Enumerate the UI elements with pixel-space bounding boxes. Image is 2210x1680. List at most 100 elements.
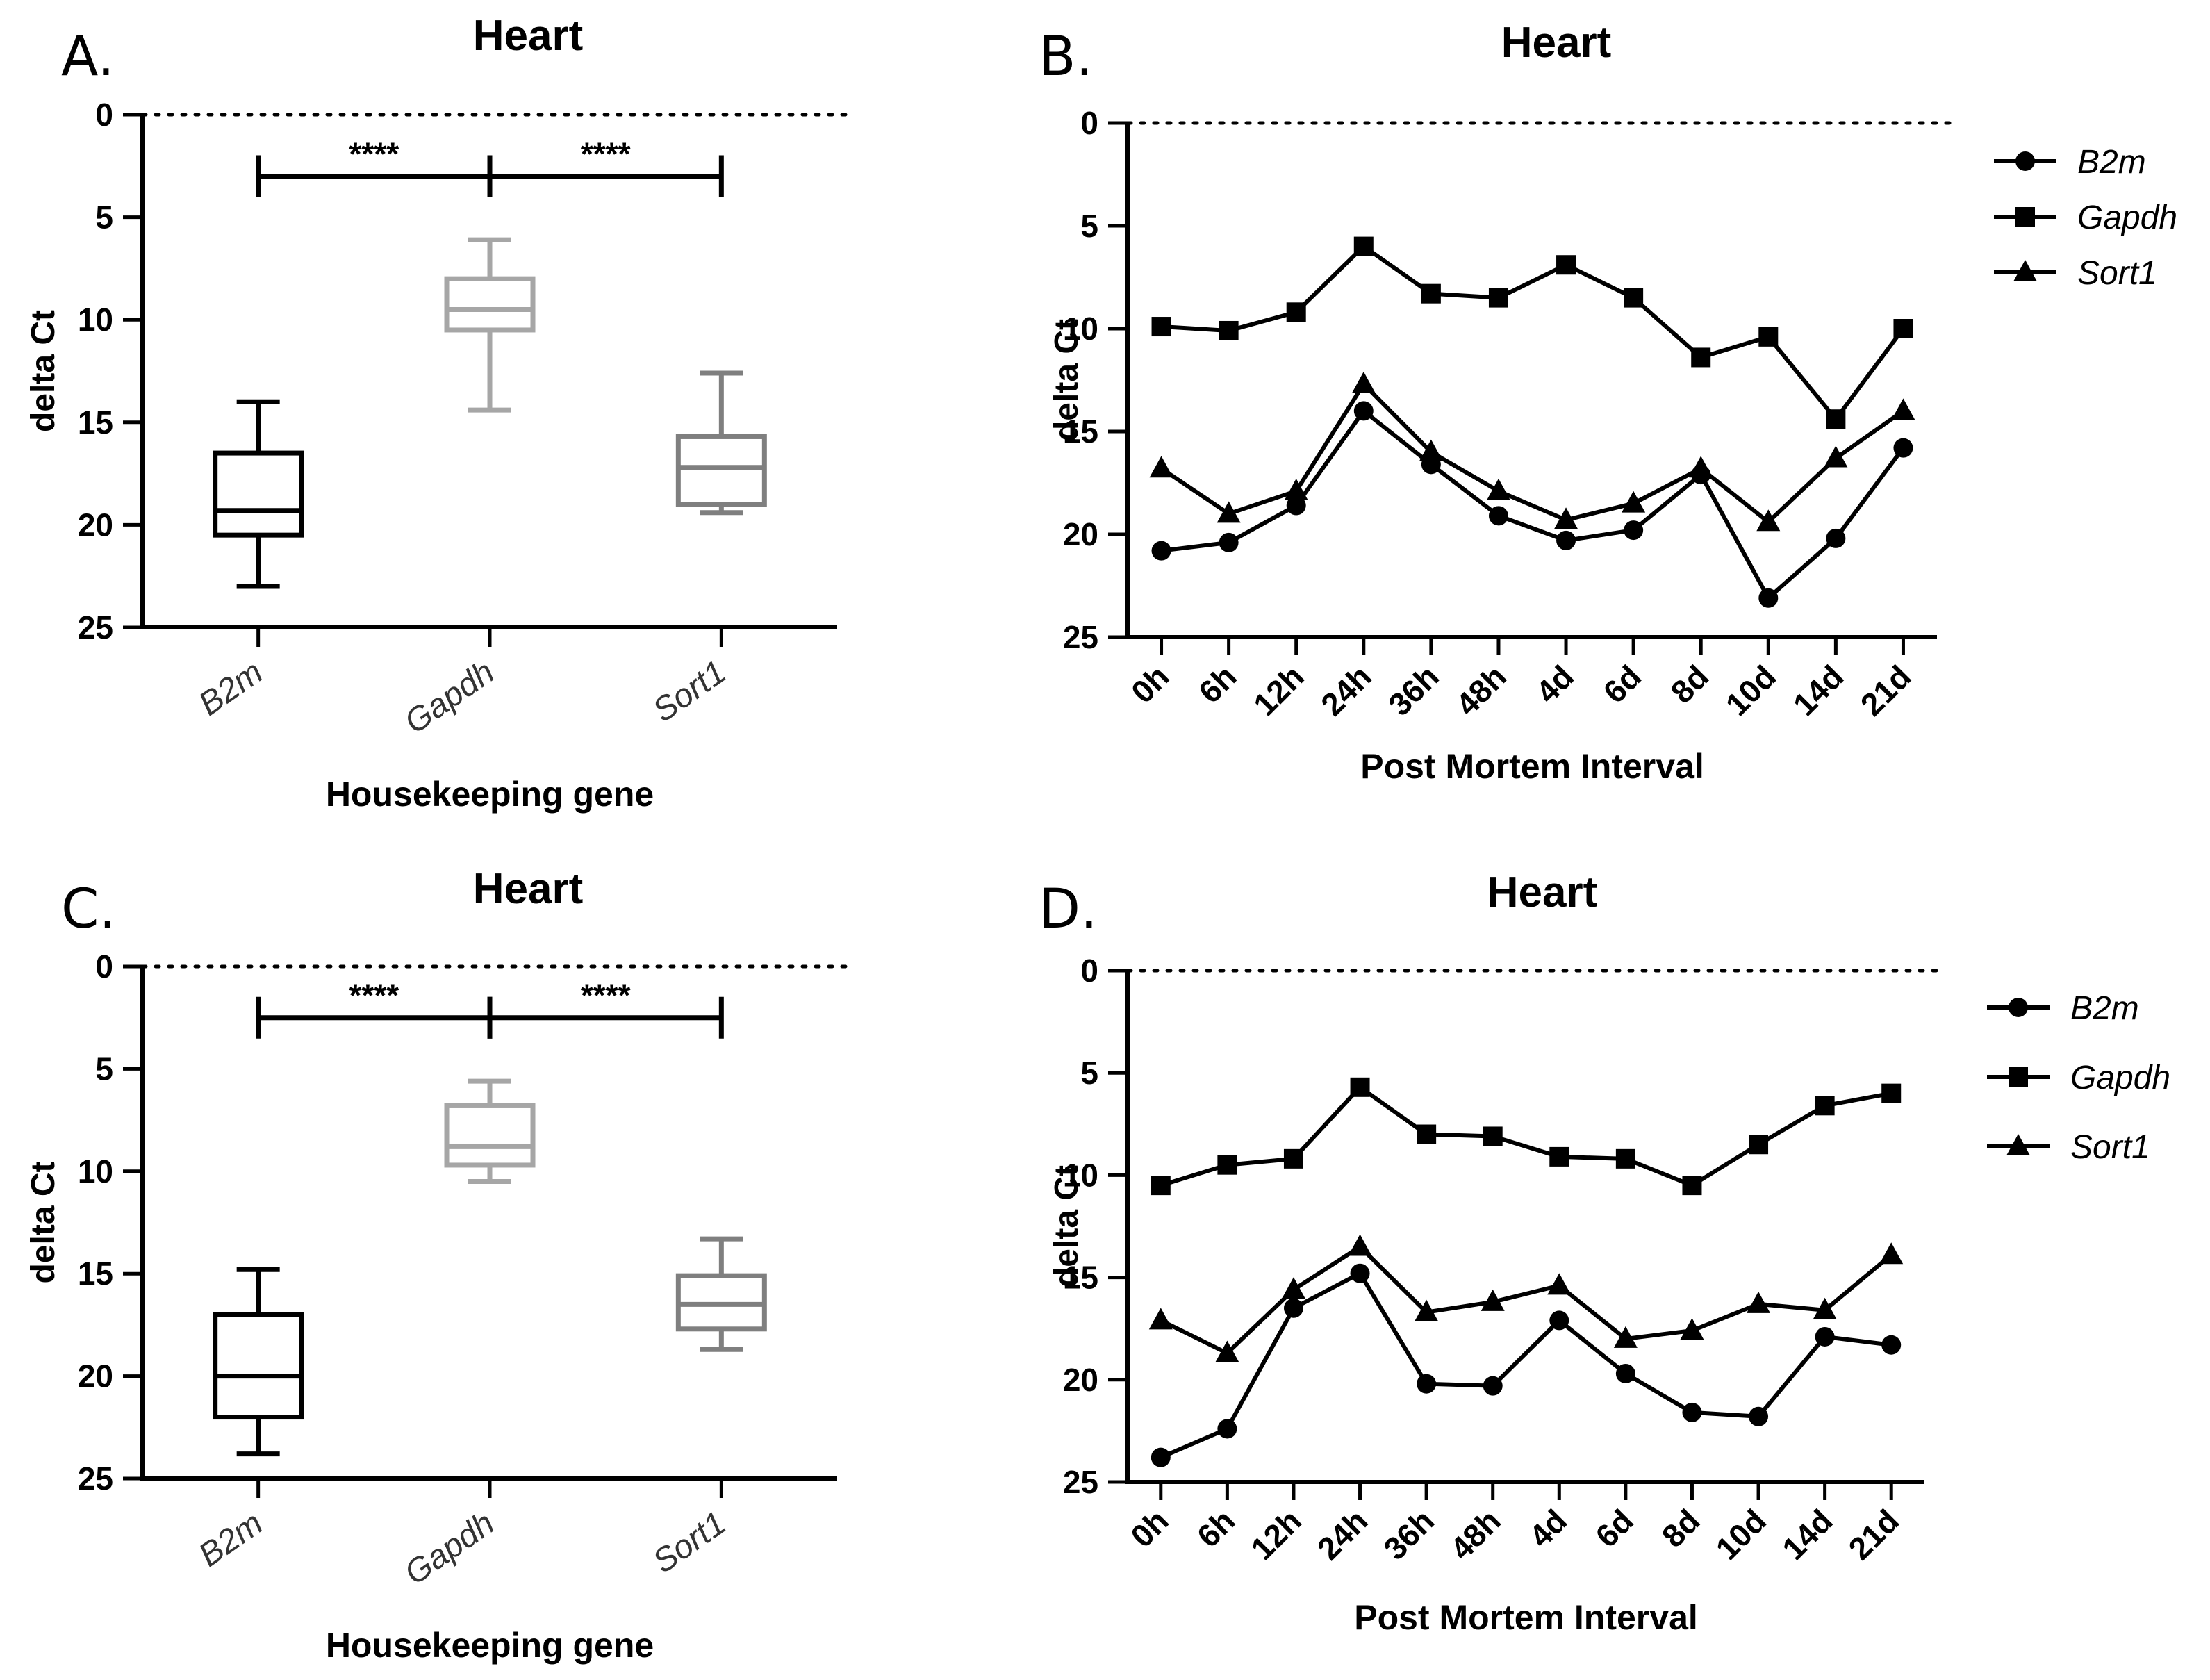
data-point: [1893, 438, 1913, 458]
data-point: [1417, 1124, 1437, 1144]
data-point: [1549, 1146, 1569, 1167]
iqr-box: [213, 1312, 304, 1420]
x-tick-label: 8d: [1655, 1502, 1707, 1554]
data-point: [1350, 1077, 1370, 1097]
y-tick-label: 25: [78, 609, 113, 645]
series-b2m: [1151, 1263, 1902, 1467]
data-point: [1613, 1326, 1638, 1348]
data-point: [1824, 445, 1848, 468]
y-tick-label: 0: [95, 948, 113, 985]
significance-label: ****: [349, 136, 399, 172]
x-tick-label: 36h: [1381, 658, 1446, 723]
data-point: [1217, 1419, 1237, 1439]
x-tick-label: 0h: [1124, 658, 1176, 710]
y-tick-label: 25: [1063, 1464, 1098, 1500]
y-tick-label: 0: [95, 97, 113, 133]
data-point: [1151, 1176, 1171, 1196]
data-point: [1348, 1234, 1372, 1256]
data-point: [1417, 1374, 1437, 1394]
significance-bracket: ****: [256, 136, 493, 197]
y-tick-label: 20: [1063, 516, 1098, 552]
data-point: [1826, 409, 1846, 429]
data-point: [1749, 1406, 1769, 1426]
data-point: [1149, 456, 1173, 478]
data-point: [1415, 1299, 1439, 1321]
y-tick-label: 15: [78, 1255, 113, 1292]
box-b2m: [213, 399, 304, 589]
data-point: [1624, 520, 1644, 541]
data-point: [1615, 1148, 1635, 1169]
data-point: [1682, 1176, 1702, 1196]
iqr-box: [444, 276, 536, 333]
data-point: [1826, 528, 1846, 548]
significance-bracket: ****: [487, 136, 724, 197]
data-point: [1219, 320, 1239, 340]
data-point: [1813, 1297, 1837, 1319]
x-axis-title: Housekeeping gene: [326, 1626, 654, 1665]
y-tick-label: 5: [95, 199, 113, 236]
data-point: [1148, 1308, 1173, 1330]
data-point: [1351, 371, 1376, 393]
data-point: [1488, 288, 1508, 308]
data-point: [1682, 1402, 1702, 1422]
x-tick-label: 21d: [1854, 658, 1918, 723]
data-point: [1483, 1376, 1503, 1396]
y-tick-label: 25: [1063, 619, 1098, 655]
data-point: [1215, 1340, 1239, 1362]
data-point: [1151, 541, 1171, 561]
x-tick-label: 24h: [1310, 1502, 1375, 1567]
x-tick-label: 48h: [1449, 658, 1513, 723]
category-label: Sort1: [646, 654, 732, 730]
y-tick-label: 25: [78, 1460, 113, 1497]
legend-label: B2m: [2077, 144, 2146, 181]
data-point: [1281, 1277, 1305, 1299]
data-point: [1615, 1363, 1635, 1383]
panel-label: B.: [1039, 26, 1093, 88]
significance-label: ****: [581, 136, 631, 172]
legend-marker: [2015, 151, 2035, 171]
series-sort1: [1149, 371, 1915, 532]
x-tick-label: 14d: [1786, 658, 1851, 723]
legend-label: B2m: [2070, 990, 2139, 1027]
data-point: [1815, 1326, 1835, 1347]
significance-bracket: ****: [256, 978, 493, 1039]
data-point: [1881, 1335, 1902, 1355]
data-point: [1680, 1318, 1704, 1340]
x-tick-label: 4d: [1528, 658, 1581, 710]
x-tick-label: 6h: [1190, 1502, 1242, 1554]
chart-title: Heart: [1501, 19, 1612, 67]
panel-label: A.: [61, 26, 115, 88]
x-axis-title: Post Mortem Interval: [1360, 747, 1704, 786]
data-point: [1691, 347, 1711, 368]
x-tick-label: 12h: [1244, 1502, 1308, 1567]
box-b2m: [213, 1267, 304, 1457]
data-point: [1350, 1263, 1370, 1283]
legend: B2m Gapdh Sort1: [1994, 144, 2177, 292]
y-tick-label: 5: [95, 1051, 113, 1087]
panel-label: C.: [61, 878, 116, 941]
legend-marker: [2015, 207, 2035, 227]
x-tick-label: 6h: [1191, 658, 1244, 710]
x-tick-label: 36h: [1376, 1502, 1441, 1567]
panel-a: 0 5 10 15 20 25 delta Ct Heart A. Housekeeping ge…: [25, 12, 853, 814]
box-gapdh: [444, 1078, 536, 1185]
data-point: [1554, 507, 1578, 529]
data-point: [1758, 327, 1779, 347]
data-point: [1286, 302, 1306, 322]
x-axis-title: Post Mortem Interval: [1354, 1598, 1698, 1637]
data-point: [1747, 1291, 1771, 1313]
data-point: [1881, 1083, 1902, 1103]
y-tick-label: 20: [1063, 1362, 1098, 1398]
box-gapdh: [444, 237, 536, 413]
data-point: [1879, 1242, 1904, 1265]
series-sort1: [1148, 1234, 1904, 1362]
y-tick-label: 5: [1080, 208, 1098, 244]
x-tick-label: 21d: [1841, 1502, 1906, 1567]
y-tick-label: 0: [1080, 953, 1098, 989]
y-tick-label: 0: [1080, 105, 1098, 141]
category-label: Gapdh: [398, 654, 501, 741]
box-sort1: [675, 370, 767, 516]
data-point: [1151, 1447, 1171, 1467]
box-sort1: [675, 1236, 767, 1352]
category-label: B2m: [192, 1505, 270, 1574]
